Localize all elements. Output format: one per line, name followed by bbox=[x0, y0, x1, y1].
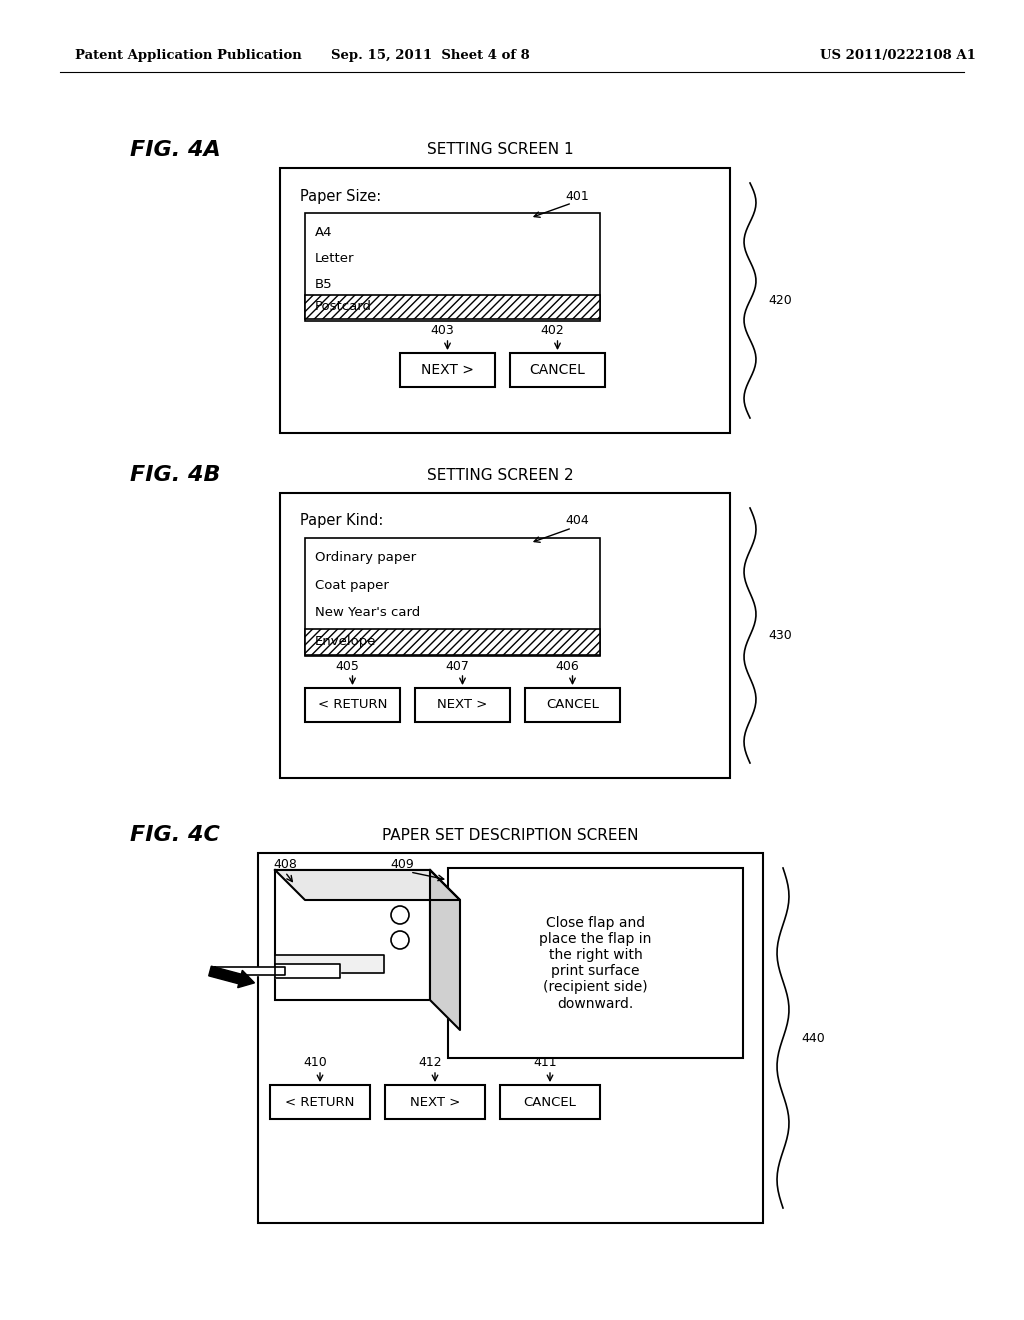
Text: NEXT >: NEXT > bbox=[421, 363, 474, 378]
Text: 430: 430 bbox=[768, 630, 792, 642]
Polygon shape bbox=[215, 968, 285, 975]
Bar bbox=[270, 1085, 370, 1119]
Bar bbox=[400, 352, 495, 387]
FancyArrow shape bbox=[209, 966, 255, 987]
Bar bbox=[525, 688, 620, 722]
Text: 405: 405 bbox=[336, 660, 359, 672]
Text: 410: 410 bbox=[303, 1056, 327, 1069]
Text: Paper Size:: Paper Size: bbox=[300, 189, 381, 203]
Bar bbox=[415, 688, 510, 722]
Text: US 2011/0222108 A1: US 2011/0222108 A1 bbox=[820, 49, 976, 62]
Text: 401: 401 bbox=[565, 190, 589, 202]
Text: 440: 440 bbox=[801, 1031, 824, 1044]
Text: PAPER SET DESCRIPTION SCREEN: PAPER SET DESCRIPTION SCREEN bbox=[382, 828, 638, 842]
Text: Envelope: Envelope bbox=[315, 635, 377, 648]
Text: 404: 404 bbox=[565, 515, 589, 528]
Bar bbox=[275, 870, 430, 1001]
Text: Postcard: Postcard bbox=[315, 301, 372, 314]
Text: FIG. 4A: FIG. 4A bbox=[130, 140, 221, 160]
Text: 408: 408 bbox=[273, 858, 297, 870]
Polygon shape bbox=[275, 870, 460, 900]
Circle shape bbox=[391, 931, 409, 949]
Text: New Year's card: New Year's card bbox=[315, 606, 420, 619]
Text: SETTING SCREEN 1: SETTING SCREEN 1 bbox=[427, 143, 573, 157]
Text: 403: 403 bbox=[431, 325, 455, 338]
Circle shape bbox=[391, 906, 409, 924]
Bar bbox=[305, 688, 400, 722]
Text: < RETURN: < RETURN bbox=[286, 1096, 354, 1109]
Text: 411: 411 bbox=[534, 1056, 557, 1069]
Bar bbox=[258, 853, 763, 1224]
Text: 420: 420 bbox=[768, 294, 792, 308]
Text: CANCEL: CANCEL bbox=[529, 363, 586, 378]
Text: CANCEL: CANCEL bbox=[546, 698, 599, 711]
Text: 412: 412 bbox=[418, 1056, 441, 1069]
Bar bbox=[305, 630, 600, 655]
Bar bbox=[305, 213, 600, 321]
Text: Ordinary paper: Ordinary paper bbox=[315, 552, 416, 565]
Bar bbox=[510, 352, 605, 387]
Text: NEXT >: NEXT > bbox=[437, 698, 487, 711]
Text: 407: 407 bbox=[445, 660, 469, 672]
Text: NEXT >: NEXT > bbox=[410, 1096, 460, 1109]
Text: < RETURN: < RETURN bbox=[317, 698, 387, 711]
Text: Paper Kind:: Paper Kind: bbox=[300, 513, 383, 528]
Bar bbox=[305, 294, 600, 319]
Text: CANCEL: CANCEL bbox=[523, 1096, 577, 1109]
Text: Letter: Letter bbox=[315, 252, 354, 265]
Text: 409: 409 bbox=[390, 858, 414, 870]
Text: Coat paper: Coat paper bbox=[315, 578, 389, 591]
Bar bbox=[280, 492, 730, 777]
Polygon shape bbox=[275, 964, 340, 978]
Bar bbox=[280, 168, 730, 433]
Text: B5: B5 bbox=[315, 279, 333, 292]
Text: SETTING SCREEN 2: SETTING SCREEN 2 bbox=[427, 467, 573, 483]
Bar bbox=[385, 1085, 485, 1119]
Polygon shape bbox=[430, 870, 460, 1030]
Polygon shape bbox=[275, 954, 384, 973]
Text: 406: 406 bbox=[556, 660, 580, 672]
Text: Sep. 15, 2011  Sheet 4 of 8: Sep. 15, 2011 Sheet 4 of 8 bbox=[331, 49, 529, 62]
Text: FIG. 4B: FIG. 4B bbox=[130, 465, 220, 484]
Text: A4: A4 bbox=[315, 227, 333, 239]
Bar bbox=[305, 539, 600, 656]
Text: 402: 402 bbox=[541, 325, 564, 338]
Text: Patent Application Publication: Patent Application Publication bbox=[75, 49, 302, 62]
Text: FIG. 4C: FIG. 4C bbox=[130, 825, 220, 845]
Bar bbox=[449, 869, 743, 1059]
Bar bbox=[500, 1085, 600, 1119]
Text: Close flap and
place the flap in
the right with
print surface
(recipient side)
d: Close flap and place the flap in the rig… bbox=[540, 916, 651, 1011]
